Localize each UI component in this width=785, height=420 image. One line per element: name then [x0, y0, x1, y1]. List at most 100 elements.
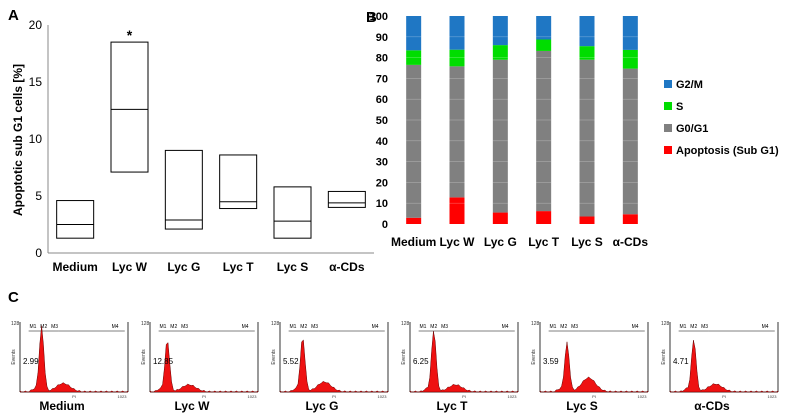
y-top-tick: 128 — [11, 321, 20, 327]
y-axis-label: Events — [11, 349, 17, 365]
bar-segment-g0-g1 — [579, 59, 595, 217]
y-tick-label: 10 — [376, 198, 388, 210]
marker-label: M1 — [289, 324, 296, 330]
histogram-3: 128 Events M1 M2 M3 M4 6.25 PI 1023 Lyc T — [401, 321, 519, 413]
box-1 — [110, 41, 149, 173]
legend-label: G0/G1 — [676, 123, 708, 135]
y-axis-label: Apoptotic sub G1 cells [%] — [11, 64, 25, 216]
sub-g1-value: 12.85 — [153, 357, 174, 366]
sub-g1-value: 5.52 — [283, 357, 299, 366]
marker-label: M3 — [311, 324, 318, 330]
histogram-title: Medium — [39, 399, 84, 413]
histogram-4: 128 Events M1 M2 M3 M4 3.59 PI 1023 Lyc S — [531, 321, 649, 413]
bar-segment-s — [492, 45, 508, 60]
marker-label: M3 — [51, 324, 58, 330]
marker-label: M2 — [430, 324, 437, 330]
panel-label-c: C — [8, 289, 19, 306]
legend-swatch — [664, 102, 672, 110]
marker-label: M2 — [300, 324, 307, 330]
y-axis-label: Events — [661, 349, 667, 365]
histogram-title: Lyc S — [566, 399, 598, 413]
marker-label: M1 — [549, 324, 556, 330]
histogram-0: 128 Events M1 M2 M3 M4 2.99 PI 1023 Medium — [11, 321, 129, 413]
sub-g1-value: 2.99 — [23, 357, 39, 366]
histogram-area — [19, 325, 129, 393]
histogram-area — [669, 340, 779, 393]
y-tick-label: 15 — [29, 75, 43, 89]
x-tick-label: Lyc T — [223, 260, 255, 274]
y-tick-label: 100 — [370, 11, 388, 23]
x-tick-label: Medium — [391, 235, 436, 249]
y-tick-label: 70 — [376, 73, 388, 85]
marker-label: M1 — [159, 324, 166, 330]
bar-segment-s — [536, 39, 552, 51]
y-tick-label: 30 — [376, 157, 388, 169]
legend-label: G2/M — [676, 79, 703, 91]
sub-g1-value: 3.59 — [543, 357, 559, 366]
marker-label: M1 — [419, 324, 426, 330]
panel-label-b: B — [366, 9, 377, 26]
bar-segment-g0-g1 — [406, 64, 422, 218]
marker-label: M3 — [181, 324, 188, 330]
y-top-tick: 128 — [271, 321, 280, 327]
y-tick-label: 80 — [376, 53, 388, 65]
bar-segment-g2-m — [449, 16, 465, 50]
legend-swatch — [664, 80, 672, 88]
x-tick-label: Lyc W — [112, 260, 148, 274]
marker-label: M4 — [112, 324, 119, 330]
box-3 — [219, 154, 258, 210]
x-tick-label: Medium — [52, 260, 97, 274]
x-end-tick: 1023 — [118, 394, 128, 399]
histogram-area — [149, 342, 259, 393]
box-2 — [164, 149, 203, 230]
bar-segment-g0-g1 — [536, 50, 552, 212]
marker-label: M4 — [372, 324, 379, 330]
x-end-tick: 1023 — [508, 394, 518, 399]
bar-segment-apoptosis-sub-g1- — [449, 197, 465, 224]
x-tick-label: α-CDs — [613, 235, 649, 249]
sub-g1-value: 6.25 — [413, 357, 429, 366]
legend-label: Apoptosis (Sub G1) — [676, 145, 779, 157]
panel-label-a: A — [8, 7, 19, 24]
x-tick-label: Lyc S — [571, 235, 603, 249]
y-tick-label: 60 — [376, 94, 388, 106]
marker-label: M4 — [632, 324, 639, 330]
marker-label: M3 — [571, 324, 578, 330]
histogram-title: α-CDs — [694, 399, 730, 413]
x-tick-label: Lyc G — [484, 235, 517, 249]
x-axis-label: PI — [592, 394, 596, 399]
box-4 — [273, 186, 312, 239]
histogram-area — [539, 341, 649, 393]
x-end-tick: 1023 — [378, 394, 388, 399]
histogram-5: 128 Events M1 M2 M3 M4 4.71 PI 1023 α-CDs — [661, 321, 779, 413]
histogram-title: Lyc G — [306, 399, 339, 413]
histogram-panel: 128 Events M1 M2 M3 M4 2.99 PI 1023 Medium 128 Even… — [11, 321, 779, 413]
bar-segment-g2-m — [579, 16, 595, 47]
bar-segment-s — [406, 50, 422, 65]
marker-label: M4 — [502, 324, 509, 330]
marker-label: M4 — [762, 324, 769, 330]
bar-segment-g2-m — [536, 16, 552, 40]
legend: G2/M S G0/G1 Apoptosis (Sub G1) — [664, 79, 779, 157]
bar-segment-s — [449, 49, 465, 67]
y-axis-label: Events — [401, 349, 407, 365]
y-axis-label: Events — [531, 349, 537, 365]
bar-segment-s — [579, 46, 595, 60]
marker-label: M1 — [29, 324, 36, 330]
x-axis-label: PI — [332, 394, 336, 399]
bar-segment-apoptosis-sub-g1- — [579, 216, 595, 224]
x-axis-label: PI — [202, 394, 206, 399]
marker-label: M2 — [40, 324, 47, 330]
y-tick-label: 0 — [35, 246, 42, 260]
bar-segment-g0-g1 — [622, 68, 638, 215]
bar-segment-g2-m — [492, 16, 508, 46]
bar-segment-g2-m — [622, 16, 638, 50]
marker-label: M2 — [560, 324, 567, 330]
y-tick-label: 5 — [35, 189, 42, 203]
x-axis-label: PI — [722, 394, 726, 399]
y-axis-label: Events — [141, 349, 147, 365]
x-tick-label: Lyc T — [528, 235, 560, 249]
x-tick-label: Lyc G — [167, 260, 200, 274]
stacked-bar-chart: 0 10 20 30 40 50 60 70 80 90 100 Medium Lyc W Lyc G L… — [370, 11, 779, 249]
x-end-tick: 1023 — [638, 394, 648, 399]
